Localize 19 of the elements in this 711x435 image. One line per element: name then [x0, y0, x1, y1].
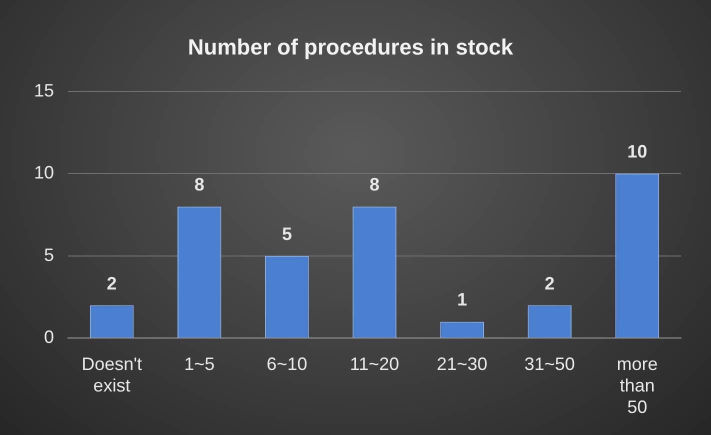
- data-label: 2: [544, 273, 555, 294]
- data-label: 1: [457, 290, 468, 310]
- y-tick-label: 5: [44, 244, 54, 265]
- data-label: 10: [627, 142, 648, 162]
- x-tick-label: Doesn't exist: [82, 354, 142, 396]
- y-tick-label: 0: [44, 327, 54, 348]
- x-tick-label: 6~10: [266, 354, 308, 374]
- x-tick-label: 11~20: [350, 354, 400, 374]
- x-tick-label: 31~50: [524, 354, 575, 374]
- data-label: 5: [282, 224, 292, 244]
- y-tick-label: 10: [34, 162, 54, 183]
- data-label: 8: [194, 174, 204, 195]
- x-tick-label: 21~30: [436, 354, 488, 374]
- data-label: 2: [106, 273, 117, 294]
- x-tick-label: more than 50: [616, 354, 658, 418]
- data-label: 8: [370, 174, 380, 195]
- chart-title: Number of procedures in stock: [188, 34, 514, 60]
- y-tick-label: 15: [34, 80, 54, 100]
- x-tick-label: 1~5: [184, 354, 215, 374]
